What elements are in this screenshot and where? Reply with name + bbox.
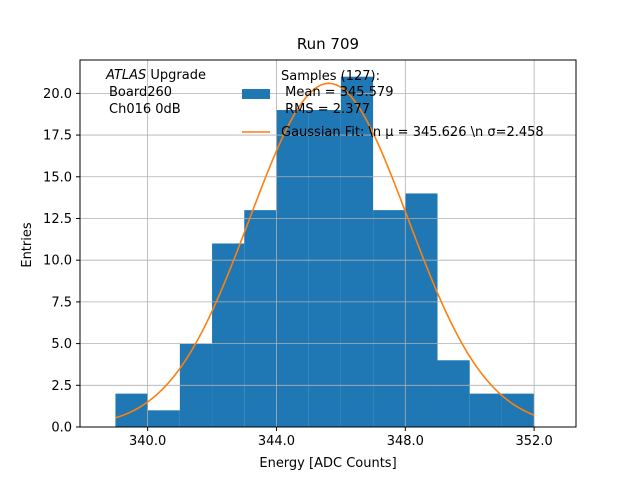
legend-fit-label: Gaussian Fit: \n μ = 345.626 \n σ=2.458	[281, 125, 544, 140]
chart-title: Run 709	[297, 35, 359, 53]
y-tick-label: 17.5	[43, 129, 72, 144]
legend-hist-line-3: RMS = 2.377	[281, 102, 370, 117]
x-tick-label: 352.0	[516, 434, 553, 449]
y-tick-label: 5.0	[51, 337, 72, 352]
y-tick-label: 0.0	[51, 421, 72, 436]
experiment-name: ATLAS	[105, 68, 146, 83]
histogram-bar	[373, 210, 406, 427]
legend-hist-swatch	[242, 89, 270, 99]
legend: Samples (127): Mean = 345.579 RMS = 2.37…	[242, 69, 544, 140]
axis-ticks: 340.0 344.0 348.0 352.0 0.0 2.5 5.0 7.5 10.0 12.5…	[43, 87, 553, 449]
x-tick-label: 344.0	[258, 434, 295, 449]
gaussian-fit-curve	[115, 82, 535, 419]
y-tick-label: 15.0	[43, 170, 72, 185]
histogram-bar	[276, 110, 309, 427]
y-axis-label: Entries	[20, 222, 35, 268]
experiment-label: ATLAS Upgrade	[105, 68, 206, 83]
histogram-bar	[212, 243, 245, 427]
channel-label: Ch016 0dB	[109, 102, 181, 117]
histogram-bar	[437, 360, 470, 427]
plot-frame	[79, 59, 577, 428]
histogram-bar	[308, 110, 341, 427]
histogram-bar	[244, 210, 277, 427]
x-axis-label: Energy [ADC Counts]	[259, 456, 396, 471]
y-tick-label: 20.0	[43, 87, 72, 102]
experiment-suffix: Upgrade	[146, 68, 206, 83]
histogram-bar	[405, 193, 438, 427]
y-tick-label: 12.5	[43, 212, 72, 227]
y-tick-label: 10.0	[43, 254, 72, 269]
histogram-bar	[469, 393, 502, 427]
x-tick-label: 348.0	[387, 434, 424, 449]
y-tick-label: 7.5	[51, 295, 72, 310]
histogram-bar	[115, 393, 148, 427]
board-label: Board260	[109, 85, 172, 100]
legend-hist-line-2: Mean = 345.579	[281, 85, 393, 100]
legend-hist-line-1: Samples (127):	[281, 69, 380, 84]
histogram-bar	[147, 410, 180, 427]
y-tick-label: 2.5	[51, 379, 72, 394]
x-tick-label: 340.0	[129, 434, 166, 449]
